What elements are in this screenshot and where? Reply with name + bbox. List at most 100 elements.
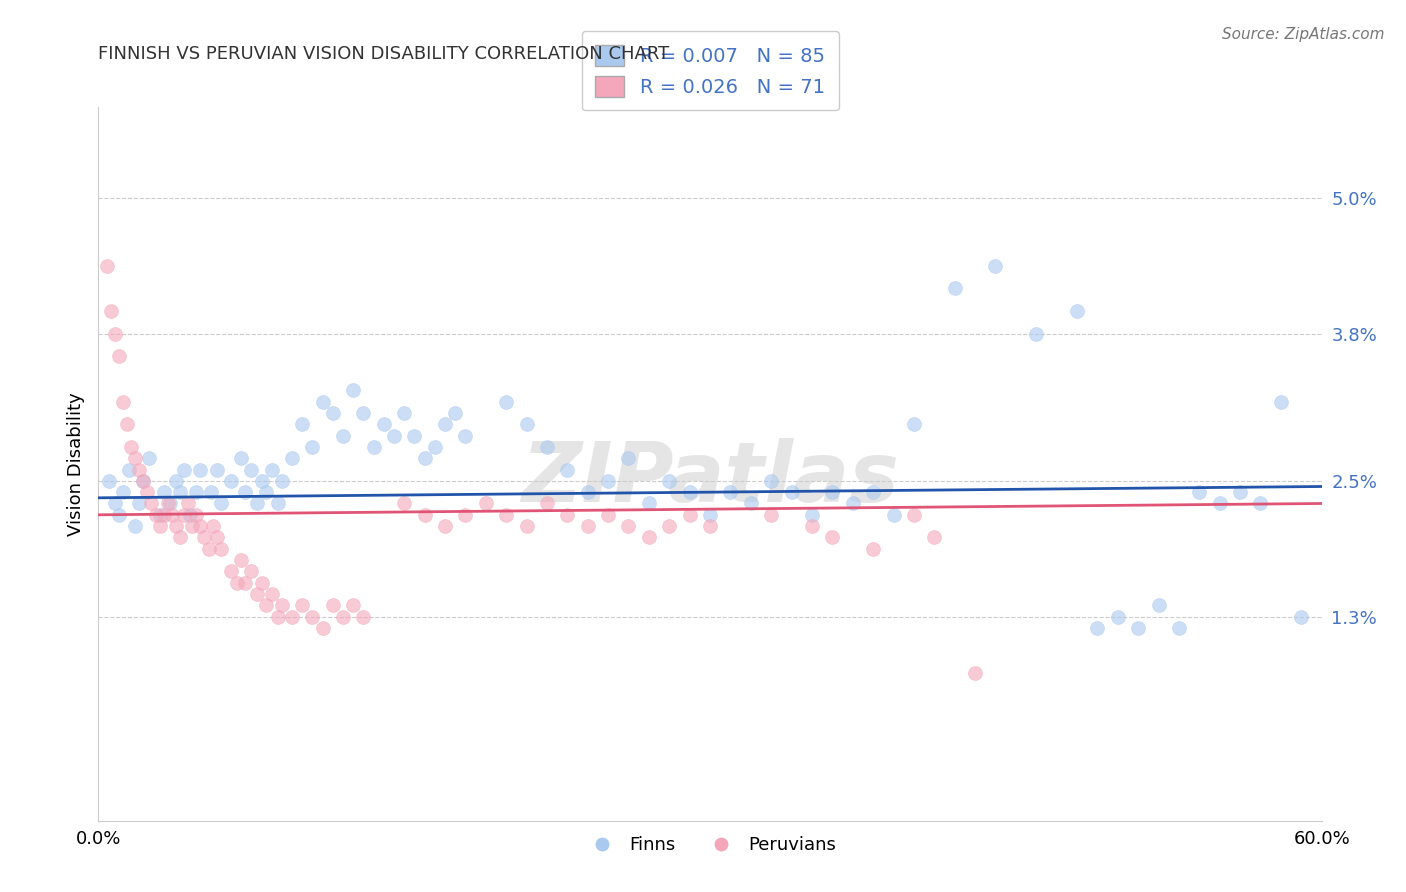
Point — [209, 541, 232, 556]
Text: FINNISH VS PERUVIAN VISION DISABILITY CORRELATION CHART: FINNISH VS PERUVIAN VISION DISABILITY CO… — [98, 45, 669, 62]
Point — [281, 451, 304, 466]
Point — [373, 417, 395, 432]
Point — [699, 508, 721, 522]
Point — [200, 485, 222, 500]
Point — [342, 383, 364, 397]
Point — [281, 609, 304, 624]
Point — [761, 508, 783, 522]
Point — [883, 508, 905, 522]
Point — [984, 259, 1007, 273]
Point — [152, 508, 174, 522]
Point — [1229, 485, 1251, 500]
Point — [413, 451, 436, 466]
Point — [169, 485, 191, 500]
Point — [821, 485, 844, 500]
Point — [141, 496, 163, 510]
Point — [111, 485, 134, 500]
Point — [1291, 609, 1313, 624]
Point — [201, 519, 224, 533]
Point — [637, 531, 661, 545]
Point — [322, 599, 344, 613]
Point — [138, 451, 160, 466]
Point — [136, 485, 159, 500]
Point — [1147, 599, 1170, 613]
Point — [231, 553, 253, 567]
Point — [240, 462, 263, 476]
Point — [145, 508, 167, 522]
Point — [186, 485, 208, 500]
Point — [108, 349, 131, 363]
Point — [169, 531, 191, 545]
Point — [165, 519, 187, 533]
Point — [205, 531, 228, 545]
Point — [965, 666, 987, 681]
Point — [801, 508, 824, 522]
Point — [219, 565, 242, 579]
Point — [267, 496, 290, 510]
Point — [536, 440, 558, 454]
Point — [1209, 496, 1232, 510]
Point — [1249, 496, 1271, 510]
Point — [250, 575, 273, 590]
Point — [617, 451, 640, 466]
Point — [250, 474, 273, 488]
Point — [454, 428, 477, 442]
Point — [159, 496, 181, 510]
Point — [363, 440, 385, 454]
Point — [104, 496, 127, 510]
Point — [96, 259, 118, 273]
Point — [516, 417, 538, 432]
Point — [679, 508, 702, 522]
Point — [740, 496, 762, 510]
Point — [115, 417, 138, 432]
Point — [233, 485, 256, 500]
Point — [301, 609, 323, 624]
Point — [104, 326, 127, 341]
Point — [312, 394, 335, 409]
Point — [301, 440, 323, 454]
Point — [132, 474, 155, 488]
Point — [209, 496, 232, 510]
Point — [193, 531, 215, 545]
Point — [332, 428, 354, 442]
Point — [1066, 304, 1088, 318]
Point — [392, 496, 416, 510]
Point — [413, 508, 436, 522]
Point — [516, 519, 538, 533]
Point — [188, 462, 212, 476]
Point — [555, 508, 579, 522]
Y-axis label: Vision Disability: Vision Disability — [66, 392, 84, 536]
Point — [617, 519, 640, 533]
Point — [152, 485, 174, 500]
Text: Source: ZipAtlas.com: Source: ZipAtlas.com — [1222, 27, 1385, 42]
Point — [1025, 326, 1047, 341]
Point — [761, 474, 783, 488]
Point — [231, 451, 253, 466]
Point — [149, 508, 172, 522]
Point — [434, 519, 457, 533]
Point — [495, 394, 517, 409]
Point — [188, 519, 212, 533]
Point — [270, 474, 294, 488]
Point — [120, 440, 142, 454]
Point — [1188, 485, 1211, 500]
Point — [352, 406, 374, 420]
Point — [254, 485, 277, 500]
Point — [903, 508, 925, 522]
Point — [179, 508, 201, 522]
Point — [718, 485, 742, 500]
Point — [404, 428, 426, 442]
Point — [841, 496, 863, 510]
Point — [97, 474, 120, 488]
Point — [699, 519, 721, 533]
Point — [160, 508, 183, 522]
Point — [108, 508, 131, 522]
Point — [922, 531, 945, 545]
Point — [679, 485, 702, 500]
Point — [173, 508, 195, 522]
Point — [862, 485, 884, 500]
Point — [156, 496, 179, 510]
Point — [205, 462, 228, 476]
Point — [1128, 621, 1150, 635]
Point — [165, 474, 187, 488]
